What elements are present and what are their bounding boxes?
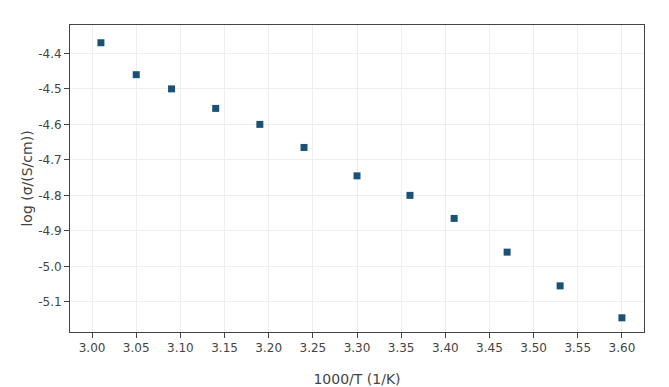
svg-text:3.60: 3.60 [609,341,636,355]
svg-text:-4.8: -4.8 [38,189,61,203]
svg-text:-4.4: -4.4 [38,47,61,61]
svg-text:3.45: 3.45 [476,341,503,355]
svg-text:3.35: 3.35 [388,341,415,355]
svg-text:3.40: 3.40 [432,341,459,355]
svg-text:3.15: 3.15 [211,341,238,355]
svg-text:-4.7: -4.7 [38,153,61,167]
svg-text:-4.5: -4.5 [38,82,61,96]
svg-text:-5.1: -5.1 [38,295,61,309]
svg-text:3.20: 3.20 [255,341,282,355]
svg-text:log (σ/(S/cm)): log (σ/(S/cm)) [19,130,35,226]
svg-text:3.25: 3.25 [299,341,326,355]
svg-text:3.50: 3.50 [520,341,547,355]
svg-text:3.30: 3.30 [344,341,371,355]
svg-text:-5.0: -5.0 [38,260,61,274]
svg-text:-4.6: -4.6 [38,118,61,132]
svg-text:3.55: 3.55 [564,341,591,355]
svg-text:3.00: 3.00 [79,341,106,355]
svg-text:-4.9: -4.9 [38,224,61,238]
svg-text:1000/T (1/K): 1000/T (1/K) [313,371,400,387]
svg-text:3.10: 3.10 [167,341,194,355]
svg-text:3.05: 3.05 [123,341,150,355]
